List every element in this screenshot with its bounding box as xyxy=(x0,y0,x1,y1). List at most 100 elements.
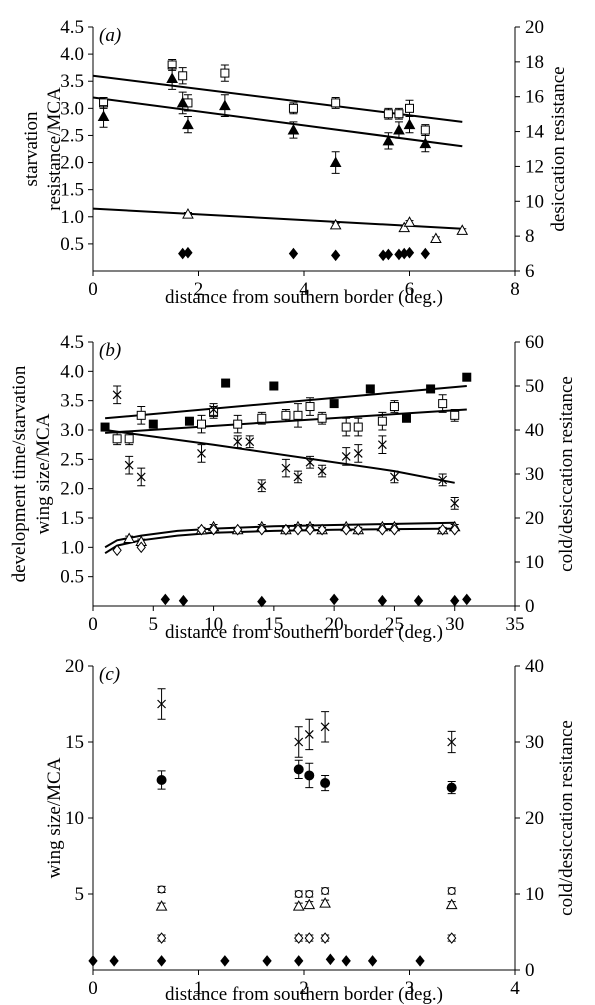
open-square-marker xyxy=(124,434,134,444)
x-tick-label: 25 xyxy=(385,614,404,635)
cross-marker xyxy=(317,466,327,476)
x-axis-label: distance from southern border (deg.) xyxy=(165,984,443,1005)
x-tick-label: 4 xyxy=(299,279,309,300)
filled-triangle-marker xyxy=(403,118,416,130)
open-diamond-marker xyxy=(208,523,219,536)
x-tick-label: 30 xyxy=(445,614,464,635)
cross-marker xyxy=(320,722,330,732)
cross-marker xyxy=(390,472,399,482)
filled-diamond-marker xyxy=(415,955,425,967)
y-axis-label-left: wing size/MCA xyxy=(44,757,65,878)
cross-marker xyxy=(450,498,460,508)
open-diamond-marker xyxy=(341,523,351,536)
open-square-marker xyxy=(383,109,393,119)
filled-triangle-marker xyxy=(329,156,342,168)
open-circle-marker xyxy=(305,890,314,898)
y-tick-label-right: 20 xyxy=(525,17,544,38)
panel-label: (a) xyxy=(99,25,121,46)
cross-marker xyxy=(197,449,206,458)
y-tick-label-left: 1.5 xyxy=(60,508,84,529)
cross-marker xyxy=(294,737,304,747)
cross-marker xyxy=(245,437,255,447)
open-triangle-marker xyxy=(445,898,458,910)
open-diamond-marker xyxy=(377,523,388,536)
filled-diamond-marker xyxy=(109,955,119,967)
open-triangle-marker xyxy=(155,900,168,911)
filled-diamond-marker xyxy=(413,594,424,607)
y-tick-label-left: 20 xyxy=(65,656,84,677)
filled-circle-marker xyxy=(304,770,315,781)
filled-square-marker xyxy=(148,419,158,429)
x-tick-label: 20 xyxy=(325,614,344,635)
cross-marker xyxy=(124,460,134,470)
y-tick-label-left: 3.0 xyxy=(60,98,84,119)
filled-square-marker xyxy=(221,378,231,388)
chart-panel: 0 1 2 3 4 5 10 15 20 0 10 20 30 40 (c) distance from so… xyxy=(44,656,577,1005)
y-axis-label-right: desiccation resistance xyxy=(548,66,569,231)
open-square-marker xyxy=(420,125,430,135)
y-tick-label-right: 10 xyxy=(525,191,544,212)
open-square-marker xyxy=(331,98,341,108)
open-diamond-marker xyxy=(294,932,304,944)
open-triangle-marker xyxy=(403,216,416,227)
x-tick-label: 0 xyxy=(88,614,98,635)
open-diamond-marker xyxy=(156,932,167,944)
open-triangle-marker xyxy=(303,898,316,910)
open-square-marker xyxy=(112,434,122,444)
y-tick-label-right: 0 xyxy=(525,960,535,981)
open-diamond-marker xyxy=(304,932,314,944)
cross-marker xyxy=(112,390,122,400)
filled-diamond-marker xyxy=(183,246,193,259)
open-square-marker xyxy=(405,103,414,113)
y-axis-label-left: resistance/MCA xyxy=(44,87,65,211)
filled-circle-marker xyxy=(320,778,331,789)
x-tick-label: 2 xyxy=(299,978,309,999)
filled-circle-marker xyxy=(446,782,457,793)
y-tick-label-left: 4.5 xyxy=(60,332,84,353)
open-square-marker xyxy=(341,422,351,432)
open-square-marker xyxy=(136,410,146,420)
cross-marker xyxy=(447,737,457,747)
filled-triangle-marker xyxy=(382,134,395,146)
filled-diamond-marker xyxy=(341,955,351,967)
filled-diamond-marker xyxy=(329,593,339,606)
cross-marker xyxy=(304,729,314,739)
y-tick-label-left: 0.5 xyxy=(60,234,84,255)
open-square-marker xyxy=(305,402,315,412)
open-diamond-marker xyxy=(317,523,327,536)
cross-marker xyxy=(233,437,243,447)
y-tick-label-right: 30 xyxy=(525,464,544,485)
open-square-marker xyxy=(178,71,188,81)
open-triangle-marker xyxy=(123,532,136,544)
y-axis-label-left: development time/starvation xyxy=(9,365,30,582)
y-tick-label-right: 12 xyxy=(525,156,544,177)
y-tick-label-left: 1.0 xyxy=(60,537,84,558)
y-tick-label-left: 4.0 xyxy=(60,44,84,65)
open-diamond-marker xyxy=(196,523,207,536)
y-tick-label-left: 4.5 xyxy=(60,17,84,38)
open-square-marker xyxy=(317,413,327,423)
filled-square-marker xyxy=(184,416,194,426)
x-axis-label: distance from southern border (deg.) xyxy=(165,287,443,308)
filled-diamond-marker xyxy=(156,955,167,967)
open-triangle-marker xyxy=(456,224,469,235)
fit-line xyxy=(92,207,463,230)
y-tick-label-left: 15 xyxy=(65,732,84,753)
filled-diamond-marker xyxy=(383,248,394,261)
filled-diamond-marker xyxy=(377,594,388,607)
chart-panel: 0 5 10 15 20 25 30 35 0.5 1.0 1.5 2.0 2.5 3.0 3.5 4.0 4.… xyxy=(9,332,577,643)
y-tick-label-left: 3.5 xyxy=(60,71,84,92)
filled-square-marker xyxy=(426,384,436,394)
open-square-marker xyxy=(377,416,387,426)
y-tick-label-right: 18 xyxy=(525,52,544,73)
filled-diamond-marker xyxy=(404,246,415,259)
y-tick-label-right: 40 xyxy=(525,420,544,441)
filled-triangle-marker xyxy=(182,118,194,130)
x-tick-label: 15 xyxy=(264,614,283,635)
open-square-marker xyxy=(394,109,404,119)
x-tick-label: 0 xyxy=(88,279,98,300)
filled-diamond-marker xyxy=(331,249,341,262)
cross-marker xyxy=(257,481,267,491)
y-tick-label-right: 20 xyxy=(525,808,544,829)
